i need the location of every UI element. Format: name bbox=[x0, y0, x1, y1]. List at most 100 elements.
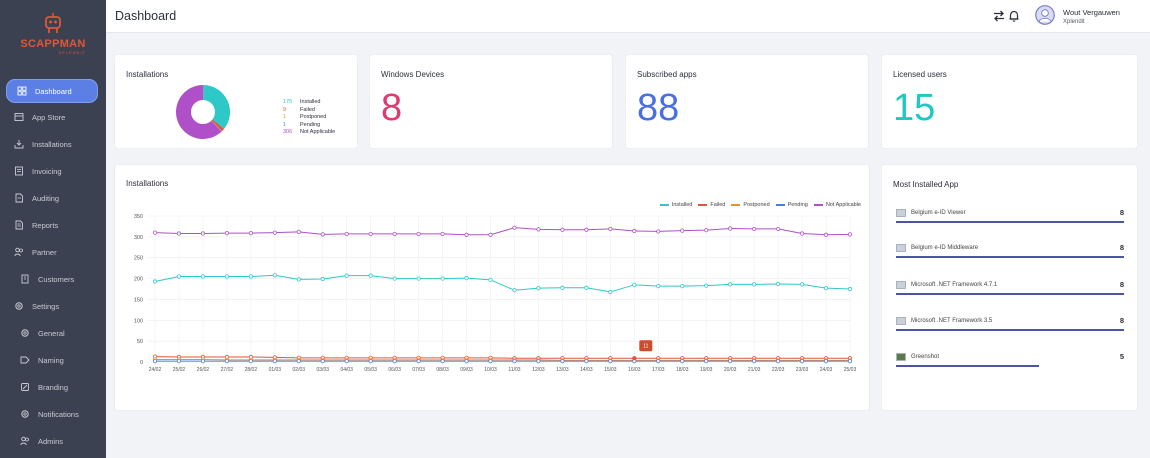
card-title: Licensed users bbox=[893, 70, 947, 79]
legend-swatch bbox=[659, 204, 669, 206]
data-point-installed bbox=[632, 282, 637, 287]
sidebar-item-naming[interactable]: Naming bbox=[6, 348, 98, 372]
data-point-installed bbox=[488, 277, 493, 282]
donut-slice-pending[interactable] bbox=[211, 120, 222, 132]
x-tick-label: 01/03 bbox=[269, 367, 282, 373]
data-point-not-applicable bbox=[440, 231, 445, 237]
page-title: Dashboard bbox=[115, 9, 177, 23]
user-name[interactable]: Wout Vergauwen bbox=[1063, 8, 1120, 17]
sidebar-item-app-store[interactable]: App Store bbox=[6, 105, 98, 129]
data-point-pending bbox=[488, 359, 493, 364]
app-list-item[interactable]: Greenshot 5 bbox=[896, 352, 1124, 377]
legend-label: Installed bbox=[671, 202, 693, 208]
avatar[interactable] bbox=[1035, 5, 1055, 25]
data-point-not-applicable bbox=[608, 226, 613, 232]
legend-label: Failed bbox=[710, 202, 726, 208]
legend-item: 306 Not Applicable bbox=[283, 129, 335, 137]
installations-chart-card: Installations Installed Failed Postponed Pe… bbox=[115, 165, 869, 410]
x-tick-label: 17/03 bbox=[652, 367, 665, 373]
sidebar-item-notifications[interactable]: Notifications bbox=[6, 402, 98, 426]
x-tick-label: 19/03 bbox=[700, 367, 713, 373]
sidebar: SCAPPMAN XPLENDIT Dashboard App Store In… bbox=[0, 0, 106, 458]
sidebar-item-partner[interactable]: Partner bbox=[6, 240, 98, 264]
sidebar-item-reports[interactable]: Reports bbox=[6, 213, 98, 237]
legend-label: Not Applicable bbox=[825, 202, 861, 208]
bell-icon[interactable] bbox=[1007, 9, 1021, 23]
download-icon bbox=[14, 139, 24, 149]
y-tick-label: 350 bbox=[134, 214, 143, 220]
sidebar-item-dashboard[interactable]: Dashboard bbox=[6, 79, 98, 103]
data-point-pending bbox=[799, 359, 805, 364]
data-point-pending bbox=[320, 359, 325, 364]
bell-icon bbox=[20, 409, 30, 419]
app-count: 8 bbox=[1119, 316, 1124, 325]
x-tick-label: 20/03 bbox=[724, 367, 737, 373]
data-point-not-applicable bbox=[392, 231, 397, 237]
app-name: Microsoft .NET Framework 3.5 bbox=[911, 318, 993, 324]
x-tick-label: 13/03 bbox=[556, 367, 569, 373]
donut-slice-installed[interactable] bbox=[203, 85, 230, 129]
data-point-pending bbox=[823, 359, 829, 364]
card-title: Most Installed App bbox=[893, 180, 959, 189]
data-point-installed bbox=[728, 282, 733, 287]
app-icon bbox=[896, 281, 906, 289]
data-point-not-applicable bbox=[656, 229, 661, 234]
data-point-installed bbox=[799, 282, 805, 287]
x-tick-label: 16/03 bbox=[628, 367, 641, 373]
sidebar-item-branding[interactable]: Branding bbox=[6, 375, 98, 399]
legend-item-installed[interactable]: Installed bbox=[659, 202, 693, 208]
data-point-pending bbox=[847, 359, 853, 364]
switch-icon[interactable] bbox=[992, 9, 1006, 23]
app-list-item[interactable]: Microsoft .NET Framework 4.7.1 8 bbox=[896, 280, 1124, 305]
data-point-not-applicable bbox=[320, 232, 325, 237]
data-point-installed bbox=[176, 274, 182, 279]
donut-slice-not-applicable[interactable] bbox=[176, 85, 222, 139]
data-point-not-applicable bbox=[512, 225, 517, 230]
data-point-not-applicable bbox=[464, 232, 469, 237]
legend-item-failed[interactable]: Failed bbox=[698, 202, 725, 208]
data-point-not-applicable bbox=[152, 230, 158, 235]
data-point-not-applicable bbox=[847, 232, 853, 237]
gear-icon bbox=[20, 328, 30, 338]
sidebar-item-label: Settings bbox=[32, 301, 60, 311]
app-list-item[interactable]: Microsoft .NET Framework 3.5 8 bbox=[896, 316, 1124, 341]
app-list-item[interactable]: Belgium e-ID Viewer 8 bbox=[896, 208, 1124, 233]
sidebar-item-installations[interactable]: Installations bbox=[6, 132, 98, 156]
data-point-pending bbox=[344, 359, 349, 364]
legend-item-postponed[interactable]: Postponed bbox=[731, 202, 770, 208]
donut-slice-failed[interactable] bbox=[211, 119, 225, 132]
sidebar-item-auditing[interactable]: Auditing bbox=[6, 186, 98, 210]
sidebar-item-label: Installations bbox=[32, 139, 72, 149]
data-point-not-applicable bbox=[488, 232, 493, 237]
data-point-pending bbox=[752, 359, 757, 364]
legend-count: 1 bbox=[283, 114, 287, 121]
legend-item-pending[interactable]: Pending bbox=[775, 202, 808, 208]
data-point-pending bbox=[200, 359, 206, 364]
legend-item-not-applicable[interactable]: Not Applicable bbox=[813, 202, 861, 208]
legend-label: Not Applicable bbox=[300, 129, 336, 136]
sidebar-item-settings[interactable]: Settings bbox=[6, 294, 98, 318]
x-tick-label: 15/03 bbox=[604, 367, 617, 373]
brush-icon bbox=[20, 382, 30, 392]
app-list-item[interactable]: Belgium e-ID Middleware 8 bbox=[896, 243, 1124, 268]
sidebar-item-general[interactable]: General bbox=[6, 321, 98, 345]
data-point-pending bbox=[224, 359, 229, 364]
data-point-pending bbox=[584, 359, 589, 364]
donut-slice-postponed[interactable] bbox=[211, 120, 223, 132]
sidebar-item-invoicing[interactable]: Invoicing bbox=[6, 159, 98, 183]
installations-line-chart: 0 50 100 150 200 250 300 350 24/02 25/02 26/02 27/0… bbox=[134, 214, 857, 373]
data-point-not-applicable bbox=[823, 232, 829, 237]
data-point-not-applicable bbox=[248, 231, 253, 236]
logo[interactable]: SCAPPMAN XPLENDIT bbox=[0, 12, 106, 55]
x-tick-label: 03/03 bbox=[317, 367, 330, 373]
sidebar-item-customers[interactable]: Customers bbox=[6, 267, 98, 291]
x-tick-label: 24/03 bbox=[820, 367, 833, 373]
card-title: Windows Devices bbox=[381, 70, 445, 79]
app-bar bbox=[896, 365, 1039, 367]
licensed-users-count: 15 bbox=[893, 87, 936, 129]
series-line-failed bbox=[154, 356, 850, 359]
legend-label: Pending bbox=[300, 121, 321, 128]
data-point-installed bbox=[344, 273, 349, 278]
tooltip-value: 11 bbox=[643, 344, 648, 350]
sidebar-item-admins[interactable]: Admins bbox=[6, 429, 98, 453]
